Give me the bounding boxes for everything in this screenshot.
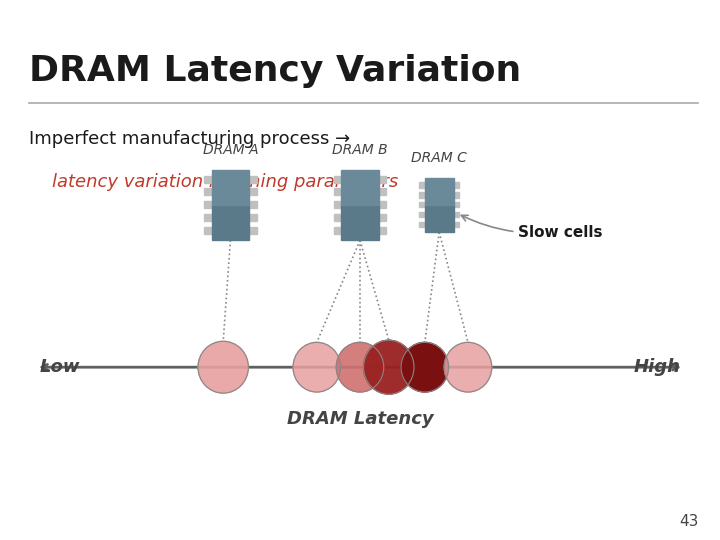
Bar — [204, 188, 212, 195]
Bar — [419, 202, 425, 207]
Text: DRAM C: DRAM C — [411, 151, 467, 165]
Ellipse shape — [444, 342, 492, 392]
Ellipse shape — [401, 342, 449, 392]
Bar — [204, 227, 212, 234]
Ellipse shape — [336, 342, 384, 392]
Bar — [379, 176, 386, 183]
Bar — [454, 192, 459, 198]
Text: High: High — [634, 358, 680, 376]
Bar — [204, 176, 212, 183]
Bar — [454, 202, 459, 207]
Text: Slow cells: Slow cells — [462, 215, 603, 240]
Ellipse shape — [198, 341, 248, 393]
Text: DRAM Latency: DRAM Latency — [287, 410, 433, 428]
Bar — [425, 205, 454, 232]
Text: latency variation in timing parameters: latency variation in timing parameters — [29, 173, 398, 191]
Bar — [334, 214, 341, 221]
Text: Low: Low — [40, 358, 80, 376]
Bar — [454, 183, 459, 188]
Bar — [334, 188, 341, 195]
Bar — [249, 214, 256, 221]
Text: DRAM A: DRAM A — [202, 143, 258, 157]
Bar — [419, 183, 425, 188]
Bar — [454, 221, 459, 227]
Text: Imperfect manufacturing process →: Imperfect manufacturing process → — [29, 130, 350, 147]
Bar — [341, 205, 379, 240]
Bar — [334, 201, 341, 208]
Bar — [204, 214, 212, 221]
Bar — [425, 178, 454, 205]
Text: DRAM Latency Variation: DRAM Latency Variation — [29, 54, 521, 88]
Bar — [379, 214, 386, 221]
Bar — [379, 201, 386, 208]
Bar — [454, 212, 459, 217]
Text: 43: 43 — [679, 514, 698, 529]
Bar — [341, 170, 379, 205]
Bar — [419, 221, 425, 227]
Bar — [249, 188, 256, 195]
Bar — [249, 227, 256, 234]
Ellipse shape — [364, 340, 414, 394]
Bar — [249, 201, 256, 208]
Bar — [334, 176, 341, 183]
Bar — [334, 227, 341, 234]
Bar — [212, 205, 249, 240]
Bar — [419, 192, 425, 198]
Bar — [204, 201, 212, 208]
Bar — [379, 227, 386, 234]
Bar — [212, 170, 249, 205]
Bar — [249, 176, 256, 183]
Bar — [419, 212, 425, 217]
Bar — [379, 188, 386, 195]
Text: DRAM B: DRAM B — [332, 143, 388, 157]
Ellipse shape — [293, 342, 341, 392]
